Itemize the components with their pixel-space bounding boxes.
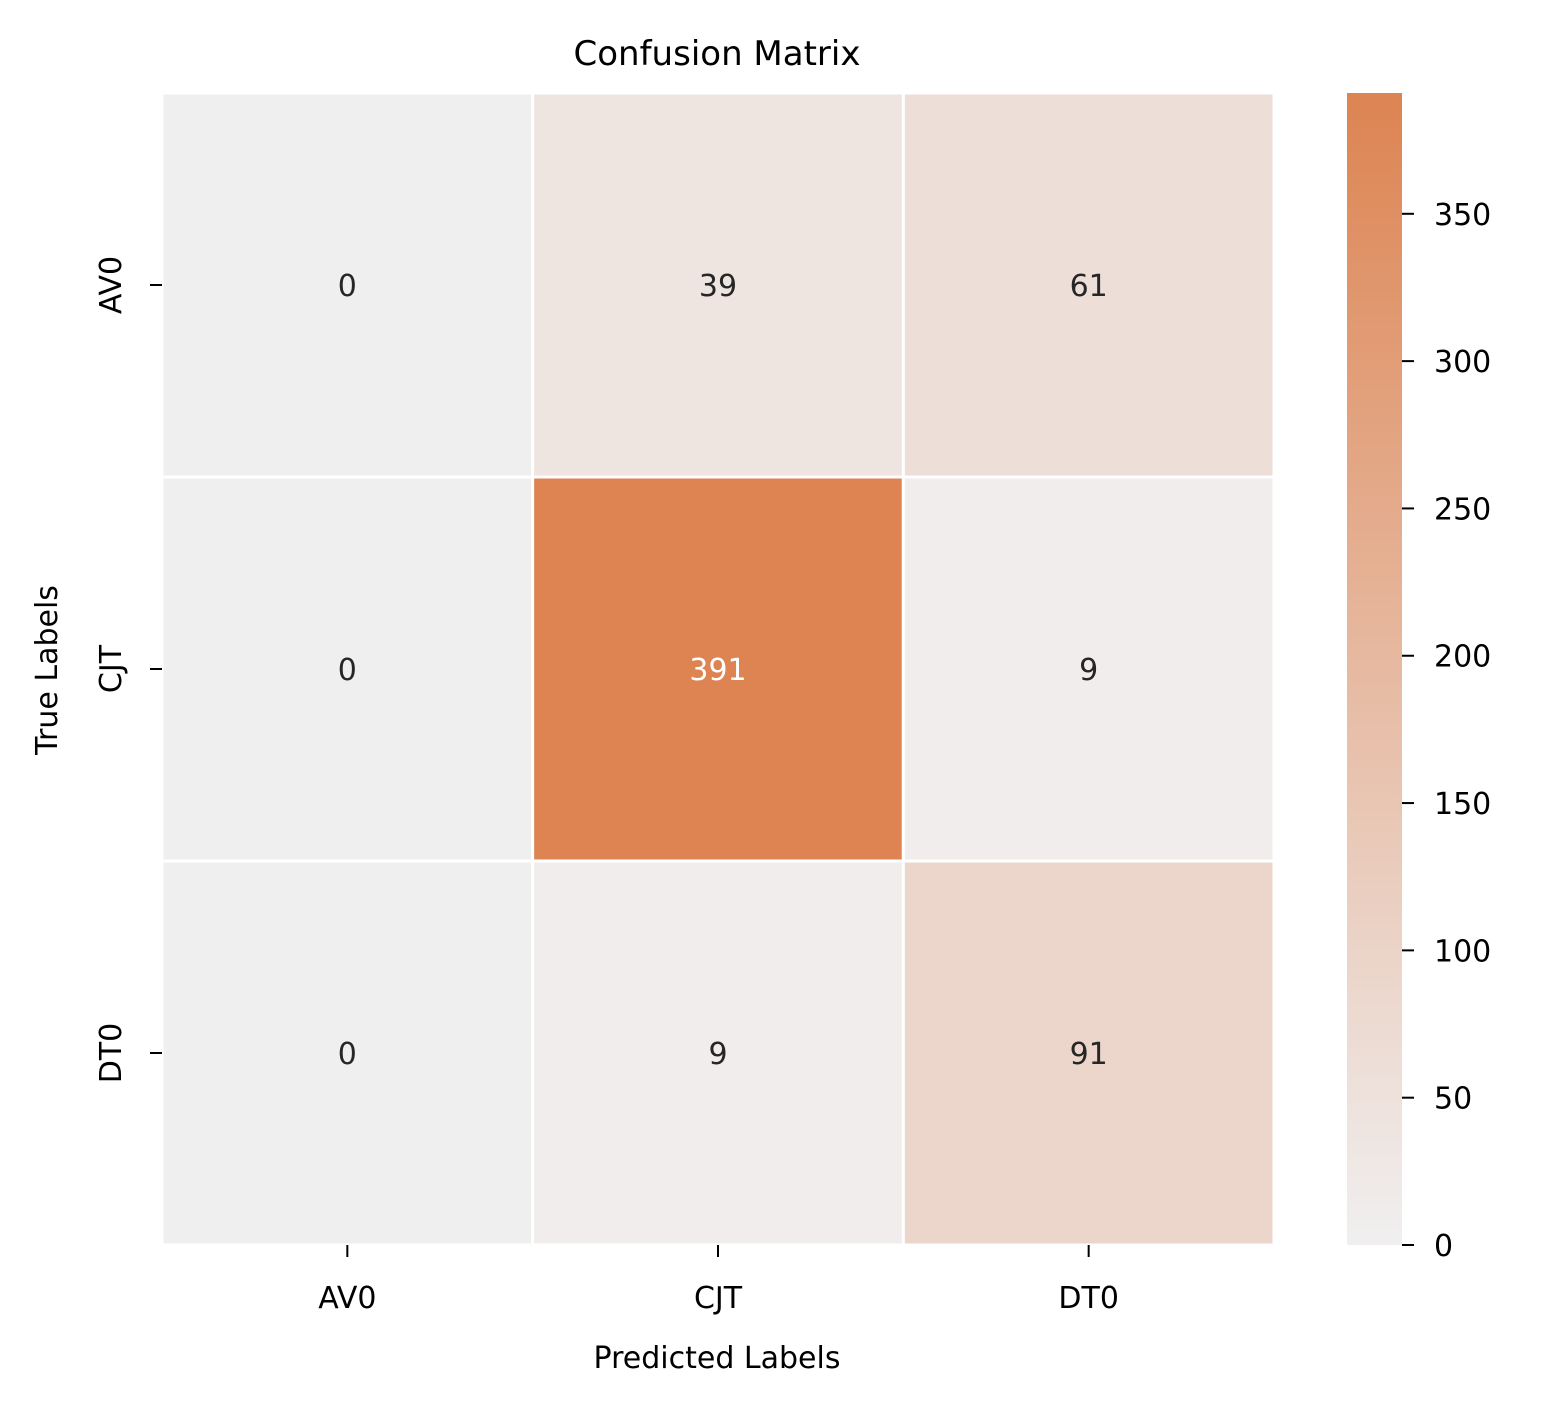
cell-annotation: 91 — [1070, 1037, 1108, 1072]
heatmap-cell — [531, 859, 905, 1247]
cell-annotation: 9 — [1079, 653, 1098, 688]
colorbar — [1347, 93, 1402, 1245]
y-axis: AV0 CJT DT0 — [94, 256, 162, 1083]
x-tick-label: DT0 — [1058, 1281, 1119, 1316]
y-tick-label: DT0 — [94, 1023, 129, 1084]
x-tick-label: CJT — [694, 1281, 743, 1316]
cell-annotation: 39 — [699, 269, 737, 304]
heatmap-cell — [160, 475, 535, 863]
colorbar-tick-label: 50 — [1434, 1082, 1472, 1117]
colorbar-tick-label: 200 — [1434, 640, 1491, 675]
y-axis-label: True Labels — [30, 585, 65, 756]
x-axis-label: Predicted Labels — [594, 1341, 841, 1376]
colorbar-tick-label: 150 — [1434, 787, 1491, 822]
chart-title: Confusion Matrix — [574, 34, 861, 74]
cell-annotation: 0 — [338, 1037, 357, 1072]
y-tick-label: AV0 — [94, 256, 129, 314]
colorbar-tick-label: 100 — [1434, 934, 1491, 969]
cell-annotation: 61 — [1070, 269, 1108, 304]
colorbar-tick-label: 250 — [1434, 492, 1491, 527]
heatmap-cell — [160, 91, 535, 479]
colorbar-tick-label: 0 — [1434, 1229, 1453, 1264]
cell-annotation: 0 — [338, 269, 357, 304]
y-tick-label: CJT — [94, 644, 129, 693]
x-axis: AV0 CJT DT0 — [318, 1245, 1119, 1316]
colorbar-ticks: 0 50 100 150 200 250 300 350 — [1402, 198, 1491, 1264]
cell-annotation: 9 — [708, 1037, 727, 1072]
heatmap-cells — [160, 91, 1276, 1247]
heatmap-cell — [531, 91, 905, 479]
heatmap-annotations: 0 39 61 0 391 9 0 9 91 — [338, 269, 1108, 1072]
colorbar-tick-label: 350 — [1434, 198, 1491, 233]
x-tick-label: AV0 — [318, 1281, 376, 1316]
colorbar-tick-label: 300 — [1434, 345, 1491, 380]
heatmap-cell — [901, 91, 1276, 479]
heatmap-cell — [901, 475, 1276, 863]
cell-annotation: 391 — [689, 653, 746, 688]
cell-annotation: 0 — [338, 653, 357, 688]
heatmap-cell — [531, 475, 905, 863]
